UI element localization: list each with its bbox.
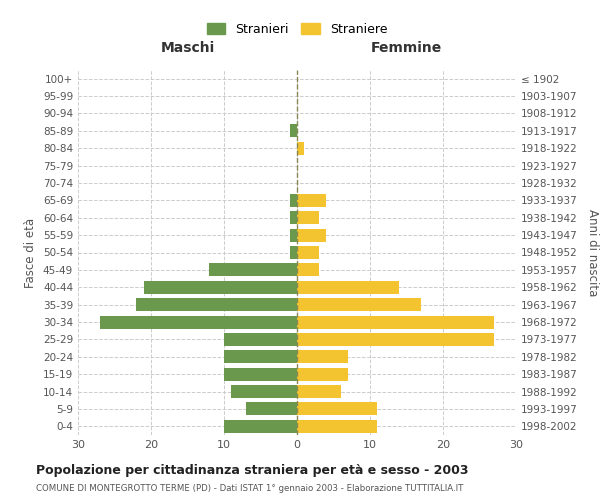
Bar [297,264,319,276]
Bar [290,194,297,207]
Y-axis label: Fasce di età: Fasce di età [25,218,37,288]
Bar [297,142,304,154]
Bar [297,280,399,294]
Bar [290,246,297,259]
Bar [224,350,297,364]
Bar [209,264,297,276]
Text: Maschi: Maschi [160,42,215,56]
Bar [297,298,421,311]
Bar [297,228,326,241]
Bar [290,211,297,224]
Bar [297,350,348,364]
Bar [144,280,297,294]
Text: COMUNE DI MONTEGROTTO TERME (PD) - Dati ISTAT 1° gennaio 2003 - Elaborazione TUT: COMUNE DI MONTEGROTTO TERME (PD) - Dati … [36,484,463,493]
Bar [297,246,319,259]
Y-axis label: Anni di nascita: Anni di nascita [586,209,599,296]
Bar [297,194,326,207]
Bar [297,420,377,433]
Bar [224,368,297,380]
Bar [297,316,494,328]
Bar [136,298,297,311]
Bar [246,402,297,415]
Legend: Stranieri, Straniere: Stranieri, Straniere [202,18,392,41]
Bar [297,385,341,398]
Bar [290,228,297,241]
Bar [224,420,297,433]
Bar [290,124,297,138]
Bar [297,211,319,224]
Bar [297,402,377,415]
Bar [100,316,297,328]
Bar [224,333,297,346]
Text: Femmine: Femmine [371,42,442,56]
Bar [297,368,348,380]
Bar [297,333,494,346]
Bar [232,385,297,398]
Text: Popolazione per cittadinanza straniera per età e sesso - 2003: Popolazione per cittadinanza straniera p… [36,464,469,477]
